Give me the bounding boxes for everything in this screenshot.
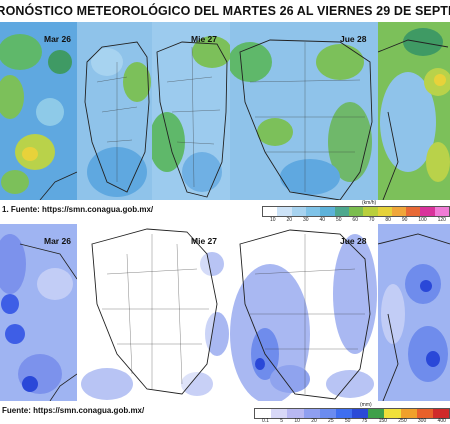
top-legend-unit: (km/h) [362,200,377,206]
wind-swatch-5 [334,207,349,216]
rain-tick-0: 0.1 [262,418,269,424]
rain-swatch-9 [400,409,417,418]
rain-swatch-11 [432,409,450,418]
top-source-text: 1. Fuente: https://smn.conagua.gob.mx/ [2,205,154,214]
wind-tick-6: 70 [368,217,375,223]
wind-swatch-0 [263,207,278,216]
rain-tick-8: 250 [398,418,407,424]
rain-swatch-3 [303,409,320,418]
page-title: PRONÓSTICO METEOROLÓGICO DEL MARTES 26 A… [0,4,450,18]
wind-speed-colorbar [262,206,450,217]
wind-tick-7: 80 [385,217,391,223]
wind-swatch-2 [291,207,306,216]
wind-map-mie-27 [152,22,230,200]
bottom-day-label-3: Jue 28 [340,236,367,246]
top-day-label-2: Mie 27 [191,34,217,44]
wind-tick-3: 40 [319,217,326,223]
rain-swatch-8 [384,409,401,418]
rain-tick-9: 300 [417,418,427,424]
rain-swatch-7 [368,409,385,418]
wind-tick-4: 50 [335,217,342,223]
wind-swatch-8 [377,207,392,216]
wind-swatch-9 [391,207,407,216]
rain-map-mar-26 [0,224,77,401]
wind-speed-tick-labels: 10 20 30 40 50 60 70 80 90 100 120 [270,217,446,223]
wind-tick-2: 30 [302,217,309,223]
precipitation-colorbar [254,408,450,419]
wind-map-mar-26 [0,22,77,200]
rain-tick-1: 5 [280,418,284,424]
bottom-day-label-1: Mar 26 [44,236,71,246]
rain-tick-2: 10 [294,418,300,424]
bottom-source-text: Fuente: https://smn.conagua.gob.mx/ [2,406,145,415]
bottom-legend-unit: (mm) [360,402,372,408]
rain-map-vie-29 [378,224,450,401]
rain-swatch-0 [255,409,272,418]
wind-swatch-3 [305,207,321,216]
rain-swatch-2 [287,409,304,418]
wind-tick-1: 20 [286,217,293,223]
rain-tick-6: 75 [361,418,368,424]
rain-map-mie-27 [77,224,230,401]
rain-tick-7: 150 [378,418,387,424]
wind-map-vie-29 [378,22,450,200]
wind-swatch-4 [320,207,335,216]
wind-tick-5: 60 [352,217,358,223]
wind-swatch-10 [406,207,421,216]
rain-swatch-6 [352,409,369,418]
rain-swatch-1 [271,409,288,418]
wind-swatch-6 [348,207,364,216]
precipitation-tick-labels: 0.1 5 10 20 25 50 75 150 250 300 400 [262,418,446,424]
wind-swatch-1 [277,207,292,216]
bottom-day-label-2: Mie 27 [191,236,217,246]
wind-swatch-7 [363,207,378,216]
wind-map-mie-26-right [77,22,152,200]
wind-tick-9: 100 [418,217,427,223]
wind-swatch-12 [434,207,450,216]
wind-tick-10: 120 [437,217,446,223]
rain-swatch-5 [335,409,353,418]
rain-swatch-4 [319,409,336,418]
top-day-label-1: Mar 26 [44,34,71,44]
rain-tick-3: 20 [311,418,317,424]
rain-tick-5: 50 [344,418,351,424]
top-day-label-3: Jue 28 [340,34,367,44]
rain-map-jue-28 [230,224,378,401]
rain-swatch-10 [416,409,433,418]
wind-swatch-11 [420,207,435,216]
wind-tick-8: 90 [401,217,408,223]
rain-tick-4: 25 [328,418,334,424]
rain-tick-10: 400 [437,418,446,424]
wind-map-jue-28 [230,22,378,200]
wind-tick-0: 10 [270,217,276,223]
